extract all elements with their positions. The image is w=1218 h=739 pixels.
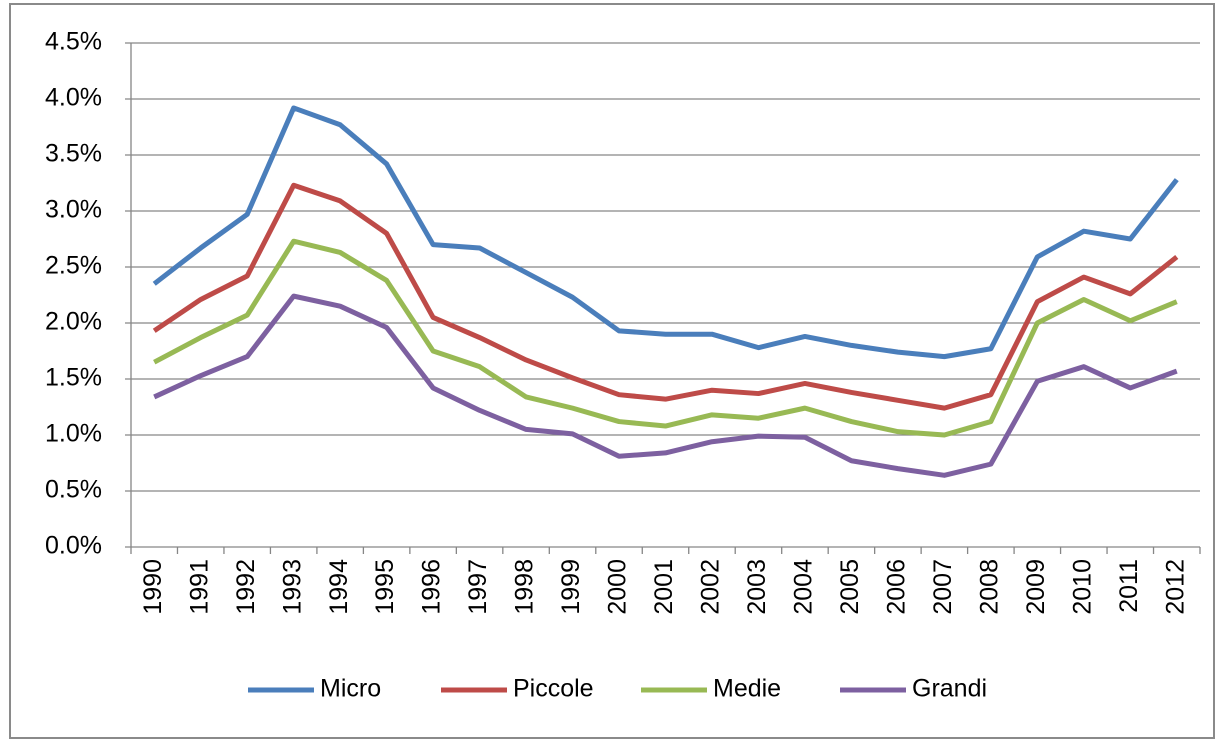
x-tick-label: 2010 (1068, 559, 1096, 615)
y-tick-label: 1.5% (45, 364, 102, 392)
x-tick-label: 1995 (371, 559, 399, 615)
x-tick-label: 1997 (464, 559, 492, 615)
x-tick-label: 2003 (743, 559, 771, 615)
x-tick-label: 2011 (1115, 559, 1143, 613)
x-tick-label: 2002 (697, 559, 725, 615)
x-tick-label: 1993 (278, 559, 306, 615)
line-series (152, 182, 1179, 411)
y-tick-label: 3.0% (45, 196, 102, 224)
x-tick-label: 2006 (883, 559, 911, 615)
x-tick-label: 2012 (1161, 559, 1189, 615)
x-tick-label: 2001 (650, 559, 678, 615)
y-tick-label: 0.0% (45, 532, 102, 560)
legend-label: Medie (713, 675, 781, 703)
legend-label: Piccole (513, 675, 594, 703)
x-tick-label: 1994 (325, 559, 353, 615)
x-tick-label: 1991 (185, 559, 213, 615)
legend-label: Grandi (912, 675, 987, 703)
line-series (152, 105, 1179, 360)
x-tick-label: 2005 (836, 559, 864, 615)
x-tick-label: 2000 (604, 559, 632, 615)
y-tick-label: 1.0% (45, 420, 102, 448)
y-tick-label: 4.0% (45, 84, 102, 112)
x-tick-label: 1996 (418, 559, 446, 615)
x-tick-label: 1990 (139, 559, 167, 615)
x-tick-label: 2008 (975, 559, 1003, 615)
x-tick-label: 2009 (1022, 559, 1050, 615)
line-series (153, 238, 1178, 438)
y-tick-label: 4.5% (45, 28, 102, 56)
x-tick-label: 1998 (511, 559, 539, 615)
x-tick-label: 1992 (232, 559, 260, 615)
legend-label: Micro (320, 675, 381, 703)
chart-border (9, 3, 1215, 739)
y-tick-label: 0.5% (45, 476, 102, 504)
x-tick-label: 2004 (790, 559, 818, 615)
x-tick-label: 2007 (929, 559, 957, 615)
y-tick-label: 2.5% (45, 252, 102, 280)
line-series (153, 293, 1178, 478)
x-tick-label: 1999 (557, 559, 585, 615)
y-tick-label: 3.5% (45, 140, 102, 168)
y-tick-label: 2.0% (45, 308, 102, 336)
